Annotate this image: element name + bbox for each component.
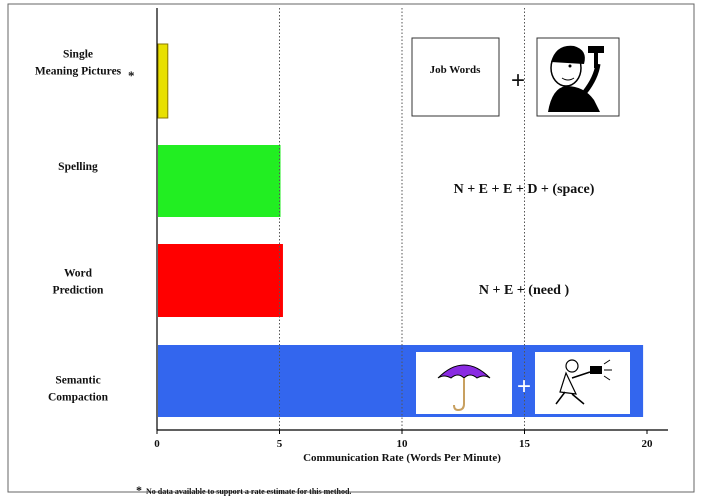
person-running-icon xyxy=(535,352,630,414)
word-prediction-example: N + E + (need ) xyxy=(479,283,570,298)
bar-3 xyxy=(158,244,283,317)
worker-hammer-icon xyxy=(537,38,619,116)
x-tick-label-10: 10 xyxy=(397,438,409,450)
category-label-2-line-1: Spelling xyxy=(58,161,98,173)
category-label-4-line-1: Semantic xyxy=(55,375,100,387)
x-axis-title: Communication Rate (Words Per Minute) xyxy=(303,452,501,464)
job-words-label: Job Words xyxy=(430,64,482,76)
category-label-1-line-1: Single xyxy=(63,49,93,61)
category-label-3-line-1: Word xyxy=(64,268,93,280)
bar-1 xyxy=(158,44,168,118)
plus-sign-2: + xyxy=(517,373,531,400)
x-tick-label-0: 0 xyxy=(154,438,160,450)
category-label-4-line-2: Compaction xyxy=(48,392,109,404)
x-tick-label-5: 5 xyxy=(277,438,283,450)
category-label-1-line-2: Meaning Pictures xyxy=(35,66,122,78)
job-words-box xyxy=(412,38,499,116)
category-label-3-line-2: Prediction xyxy=(53,285,104,297)
bar-2 xyxy=(158,145,281,217)
x-tick-label-15: 15 xyxy=(519,438,531,450)
x-tick-labels: 0 5 10 15 20 xyxy=(154,438,653,450)
spelling-example: N + E + E + D + (space) xyxy=(454,182,595,197)
category-labels: Single Meaning Pictures Spelling Word Predic… xyxy=(35,49,122,404)
footnote-asterisk: * xyxy=(136,483,142,496)
footnote-text: No data available to support a rate esti… xyxy=(146,487,351,496)
umbrella-icon xyxy=(416,352,512,414)
asterisk-marker: * xyxy=(128,68,135,83)
plus-sign-1: + xyxy=(511,67,525,94)
x-tick-label-20: 20 xyxy=(642,438,654,450)
